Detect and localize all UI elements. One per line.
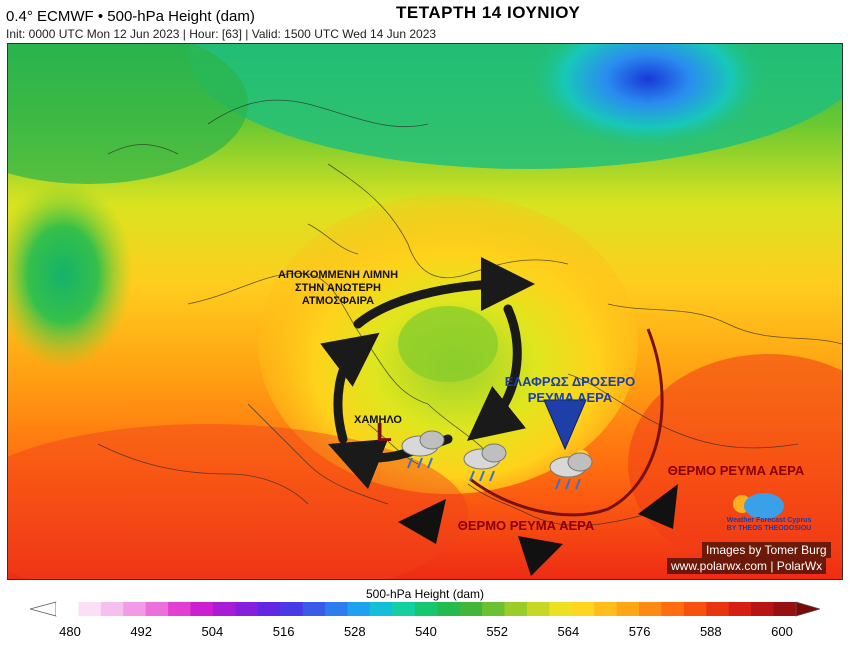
cool-flow-arrow (543, 399, 587, 451)
colorbar-cell (302, 602, 326, 616)
colorbar-tick-label: 600 (771, 624, 793, 639)
colorbar-cell (773, 602, 797, 616)
colorbar-tick-label: 588 (699, 624, 722, 639)
warm-flow-east-label: ΘΕΡΜΟ ΡΕΥΜΑ ΑΕΡΑ (667, 463, 805, 478)
colorbar-cell (257, 602, 281, 616)
storm-icon-3 (549, 450, 593, 490)
colorbar-tick-label: 480 (59, 624, 81, 639)
warm-flow-arrow-s (518, 536, 563, 576)
colorbar-cell (56, 602, 79, 616)
warm-front-line (469, 328, 664, 517)
colorbar-cell (594, 602, 618, 616)
weather-forecast-cyprus-logo (733, 493, 784, 519)
colorbar-tick-label: 528 (343, 624, 366, 639)
colorbar-cell (571, 602, 595, 616)
colorbar-cell (392, 602, 416, 616)
colorbar-left-cap (30, 601, 57, 617)
colorbar-tick-label: 540 (415, 624, 437, 639)
colorbar (30, 601, 820, 617)
colorbar-cell (459, 602, 483, 616)
colorbar-cell (369, 602, 393, 616)
colorbar-tick-label: 552 (486, 624, 509, 639)
colorbar-cell (482, 602, 505, 616)
colorbar-cell (437, 602, 461, 616)
warm-flow-arrow-sw (398, 499, 446, 544)
low-letter: L (376, 417, 392, 447)
colorbar-tick-label: 516 (272, 624, 295, 639)
colorbar-cell (526, 602, 550, 616)
colorbar-cell (100, 602, 124, 616)
colorbar-cell (212, 602, 236, 616)
colorbar-cell (639, 602, 662, 616)
colorbar-cell (504, 602, 528, 616)
warm-flow-arrow-e (638, 484, 678, 529)
colorbar-cell (190, 602, 214, 616)
cutoff-low-circulation (320, 257, 535, 490)
colorbar-cell (168, 602, 192, 616)
colorbar-cell (706, 602, 730, 616)
colorbar-cell (661, 602, 685, 616)
colorbar-cell (347, 602, 371, 616)
colorbar-cell (145, 602, 169, 616)
day-title: ΤΕΤΑΡΤΗ 14 ΙΟΥΝΙΟΥ (396, 3, 581, 22)
cool-flow-label: ΕΛΑΦΡΩΣ ΔΡΟΣΕΡΟ ΡΕΥΜΑ ΑΕΡΑ (504, 374, 636, 405)
website-credit[interactable]: www.polarwx.com | PolarWx (667, 558, 827, 574)
colorbar-cell (683, 602, 707, 616)
storm-icon-1 (401, 430, 445, 469)
model-title: 0.4° ECMWF • 500-hPa Height (dam) (6, 8, 255, 25)
colorbar-tick-label: 576 (628, 624, 651, 639)
logo-caption: Weather Forecast Cyprus BY THEOS THEODOS… (726, 517, 812, 532)
colorbar-title: 500-hPa Height (dam) (365, 587, 485, 601)
colorbar-cell (728, 602, 752, 616)
storm-icon-2 (463, 443, 507, 482)
colorbar-cell (280, 602, 304, 616)
colorbar-cell (751, 602, 775, 616)
warm-flow-south-label: ΘΕΡΜΟ ΡΕΥΜΑ ΑΕΡΑ (457, 518, 595, 533)
colorbar-cell (123, 602, 147, 616)
colorbar-cell (325, 602, 349, 616)
colorbar-tick-label: 492 (130, 624, 153, 639)
colorbar-cell (414, 602, 438, 616)
cutoff-low-label: ΑΠΟΚΟΜΜΕΝΗ ΛΙΜΝΗ ΣΤΗΝ ΑΝΩΤΕΡΗ ΑΤΜΟΣΦΑΙΡΑ (277, 269, 399, 307)
colorbar-right-cap (795, 601, 820, 617)
colorbar-cell (235, 602, 259, 616)
height-field (8, 44, 842, 579)
images-by-credit: Images by Tomer Burg (702, 542, 831, 558)
height-map: ΑΠΟΚΟΜΜΕΝΗ ΛΙΜΝΗ ΣΤΗΝ ΑΝΩΤΕΡΗ ΑΤΜΟΣΦΑΙΡΑ… (7, 43, 843, 580)
colorbar-tick-label: 504 (201, 624, 224, 639)
colorbar-cell (616, 602, 640, 616)
run-info: Init: 0000 UTC Mon 12 Jun 2023 | Hour: [… (6, 27, 437, 41)
colorbar-cell (78, 602, 102, 616)
low-label: ΧΑΜΗΛΟ (354, 414, 402, 426)
colorbar-tick-label: 564 (557, 624, 580, 639)
colorbar-cell (549, 602, 573, 616)
